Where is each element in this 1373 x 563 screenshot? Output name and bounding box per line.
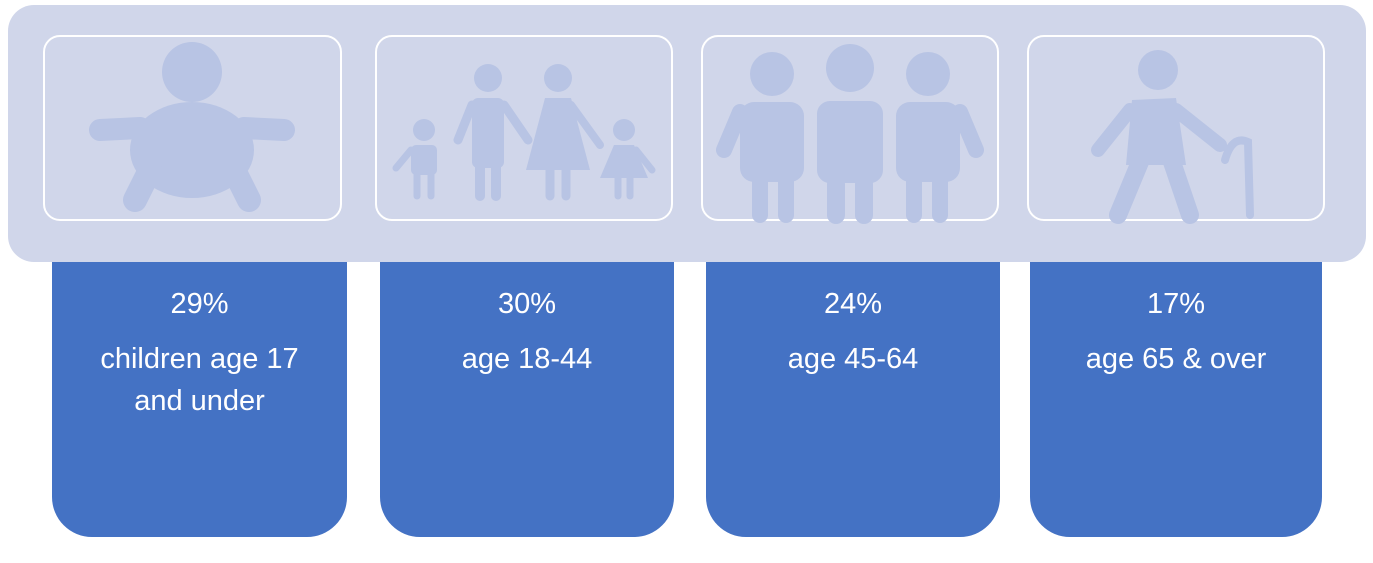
adults-icon [716,44,984,224]
age-label: age 65 & over [1085,343,1267,375]
percentage: 17% [1146,288,1206,320]
icon-frame [1027,35,1325,221]
age-card: 17% age 65 & over [1030,262,1322,537]
percentage: 24% [823,288,883,320]
age-card: 29% children age 17 and under [52,262,347,537]
age-card: 30% age 18-44 [380,262,674,537]
icon-frame [375,35,673,221]
icon-frame [43,35,342,221]
baby-icon [89,42,295,212]
percentage: 29% [170,288,229,320]
age-label: age 18-44 [461,343,593,375]
elder-icon [1091,50,1254,224]
percentage: 30% [497,288,557,320]
age-card: 24% age 45-64 [706,262,1000,537]
icon-frame [701,35,999,221]
family-icon [392,64,656,201]
age-label: age 45-64 [787,343,919,375]
age-label: children age 17 and under [100,343,299,417]
